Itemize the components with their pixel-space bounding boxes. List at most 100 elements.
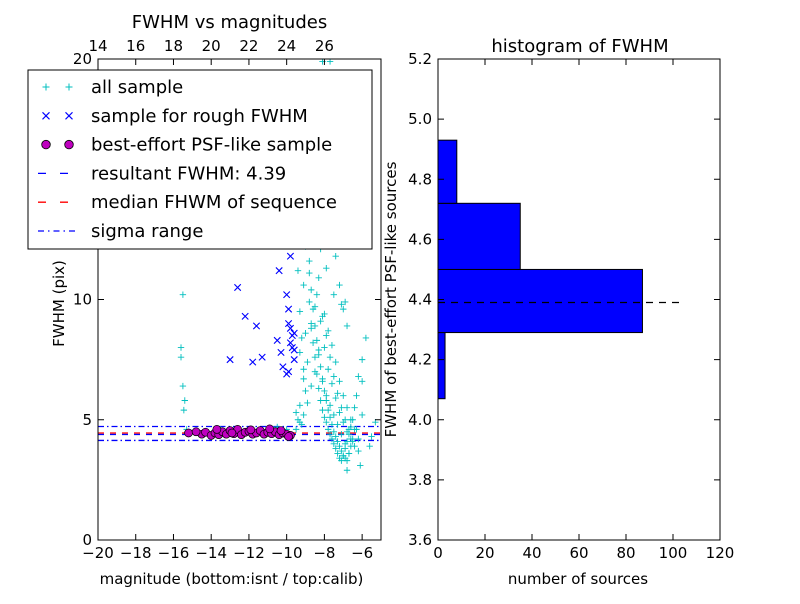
all-sample-point	[323, 332, 330, 339]
all-sample-point	[341, 416, 349, 423]
rough-sample-point	[258, 353, 266, 361]
all-sample-point	[179, 291, 187, 298]
right-y-axis-label: FWHM of best-effort PSF-like sources	[382, 161, 400, 437]
all-sample-point	[338, 457, 345, 464]
legend-marker-x	[42, 111, 50, 120]
all-sample-point	[334, 421, 341, 428]
left-top-tick-label: 14	[88, 37, 107, 55]
all-sample-point	[332, 253, 339, 260]
all-sample-point	[357, 462, 364, 469]
histogram-bar	[437, 268, 643, 334]
psf-sample-point	[227, 428, 237, 438]
all-sample-point	[341, 440, 349, 447]
all-sample-point	[328, 421, 336, 428]
all-sample-point	[324, 406, 332, 414]
left-x-tick-label: −6	[351, 544, 373, 562]
all-sample-point	[306, 257, 313, 265]
all-sample-point	[177, 344, 185, 351]
rough-sample-point	[290, 329, 298, 337]
all-sample-point	[292, 409, 300, 416]
left-x-tick-label: −12	[233, 544, 265, 562]
right-x-tick-label: 120	[706, 544, 735, 562]
all-sample-point	[292, 426, 300, 433]
all-sample-point	[181, 397, 188, 404]
all-sample-point	[351, 426, 358, 433]
right-chart-title: histogram of FWHM	[491, 36, 668, 57]
left-y-tick-label: 20	[73, 50, 92, 68]
rough-sample-point	[275, 267, 283, 275]
right-y-tick-label: 4.6	[408, 230, 432, 248]
histogram-bar	[437, 332, 446, 400]
all-sample-point	[309, 339, 317, 346]
all-sample-point	[319, 406, 326, 414]
left-y-tick-label: 5	[82, 411, 92, 429]
left-x-tick-label: −14	[195, 544, 227, 562]
all-sample-point	[294, 267, 302, 274]
left-x-tick-label: −8	[313, 544, 335, 562]
right-y-tick-label: 5.2	[408, 50, 432, 68]
all-sample-point	[358, 411, 366, 419]
rough-sample-point	[284, 319, 293, 328]
all-sample-point	[300, 375, 307, 383]
all-sample-point	[177, 354, 185, 361]
rough-sample-point	[283, 291, 291, 299]
all-sample-point	[317, 363, 324, 371]
psf-sample-point	[212, 425, 222, 434]
all-sample-point	[332, 433, 339, 440]
all-sample-point	[366, 443, 373, 450]
legend-marker-circle	[64, 139, 74, 150]
all-sample-point	[334, 390, 341, 397]
all-sample-point	[336, 443, 343, 450]
right-x-tick-label: 80	[616, 544, 635, 562]
left-top-tick-label: 20	[202, 37, 221, 55]
legend-label: all sample	[91, 77, 183, 98]
all-sample-point	[351, 443, 358, 450]
right-x-tick-label: 60	[569, 544, 588, 562]
psf-sample-point	[246, 425, 256, 435]
all-sample-point	[343, 457, 351, 464]
all-sample-point	[317, 317, 324, 325]
all-sample-point	[321, 387, 328, 395]
all-sample-point	[336, 409, 343, 416]
legend-marker-x	[65, 111, 73, 120]
all-sample-point	[341, 298, 349, 306]
all-sample-point	[300, 411, 307, 419]
psf-sample-point	[191, 427, 201, 437]
all-sample-point	[343, 404, 351, 411]
rough-sample-point	[249, 358, 257, 366]
rough-sample-point	[290, 356, 298, 364]
all-sample-point	[326, 430, 334, 438]
psf-sample-point	[184, 428, 193, 438]
all-sample-point	[330, 411, 338, 419]
left-chart-title: FWHM vs magnitudes	[132, 12, 327, 33]
rough-sample-point	[284, 305, 293, 313]
all-sample-point	[311, 322, 319, 330]
all-sample-point	[296, 402, 304, 409]
left-y-tick-label: 0	[82, 531, 92, 549]
all-sample-point	[306, 269, 313, 277]
all-sample-point	[349, 438, 356, 445]
all-sample-point	[332, 394, 339, 402]
all-sample-point	[313, 337, 321, 344]
left-top-tick-label: 22	[239, 37, 258, 55]
all-sample-point	[324, 327, 332, 334]
all-sample-point	[328, 341, 336, 349]
right-y-tick-label: 3.8	[408, 471, 432, 489]
all-sample-point	[307, 286, 315, 294]
all-sample-point	[362, 334, 370, 342]
left-top-tick-label: 16	[126, 37, 145, 55]
all-sample-point	[355, 373, 362, 380]
histogram-bar	[437, 202, 521, 270]
rough-sample-point	[286, 324, 295, 332]
all-sample-point	[296, 418, 304, 426]
left-x-tick-label: −10	[271, 544, 303, 562]
right-y-tick-label: 4.8	[408, 170, 432, 188]
all-sample-point	[296, 349, 304, 356]
all-sample-point	[315, 274, 322, 282]
all-sample-point	[332, 445, 339, 452]
psf-sample-point	[265, 424, 275, 434]
all-sample-point	[336, 378, 343, 385]
psf-sample-point	[284, 432, 293, 441]
all-sample-point	[343, 322, 351, 330]
